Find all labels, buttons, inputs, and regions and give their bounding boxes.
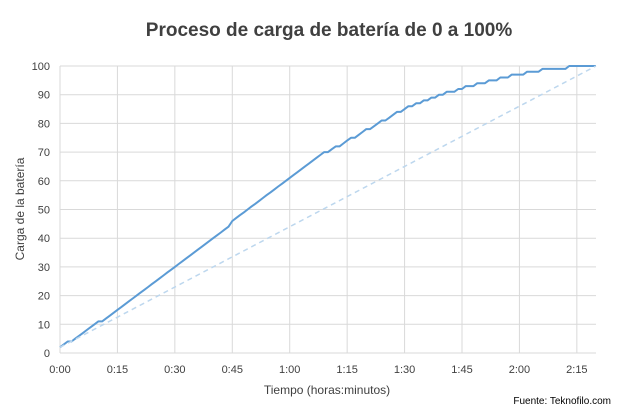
y-tick-label: 70: [38, 147, 50, 159]
y-tick-label: 40: [38, 233, 50, 245]
x-tick-label: 2:00: [509, 364, 530, 376]
y-tick-label: 20: [38, 291, 50, 303]
grid-layer: [59, 65, 596, 354]
y-tick-label: 30: [38, 262, 50, 274]
x-tick-label: 2:15: [566, 364, 587, 376]
y-tick-label: 90: [38, 90, 50, 102]
charge-line: [59, 65, 596, 349]
tick-layer: 0 10 20 30 40 50 60 70 80 90 100 0:00 0:15 0:30 0:45 1:…: [32, 61, 588, 376]
x-tick-label: 1:30: [394, 364, 415, 376]
y-tick-label: 0: [44, 348, 50, 360]
series-layer: [59, 65, 597, 349]
x-tick-label: 1:15: [336, 364, 357, 376]
x-tick-label: 0:30: [164, 364, 185, 376]
y-tick-label: 50: [38, 205, 50, 217]
source-note: Fuente: Teknofilo.com: [513, 396, 611, 407]
x-tick-label: 0:00: [49, 364, 70, 376]
x-tick-label: 1:45: [451, 364, 472, 376]
x-axis-label: Tiempo (horas:minutos): [264, 383, 390, 397]
y-tick-label: 80: [38, 118, 50, 130]
x-tick-label: 0:45: [222, 364, 243, 376]
y-tick-label: 100: [32, 61, 50, 73]
x-tick-label: 0:15: [107, 364, 128, 376]
x-tick-label: 1:00: [279, 364, 300, 376]
y-tick-label: 10: [38, 319, 50, 331]
y-tick-label: 60: [38, 176, 50, 188]
chart-title: Proceso de carga de batería de 0 a 100%: [146, 20, 513, 41]
y-axis-label: Carga de la batería: [13, 157, 27, 260]
reference-line: [59, 65, 597, 348]
